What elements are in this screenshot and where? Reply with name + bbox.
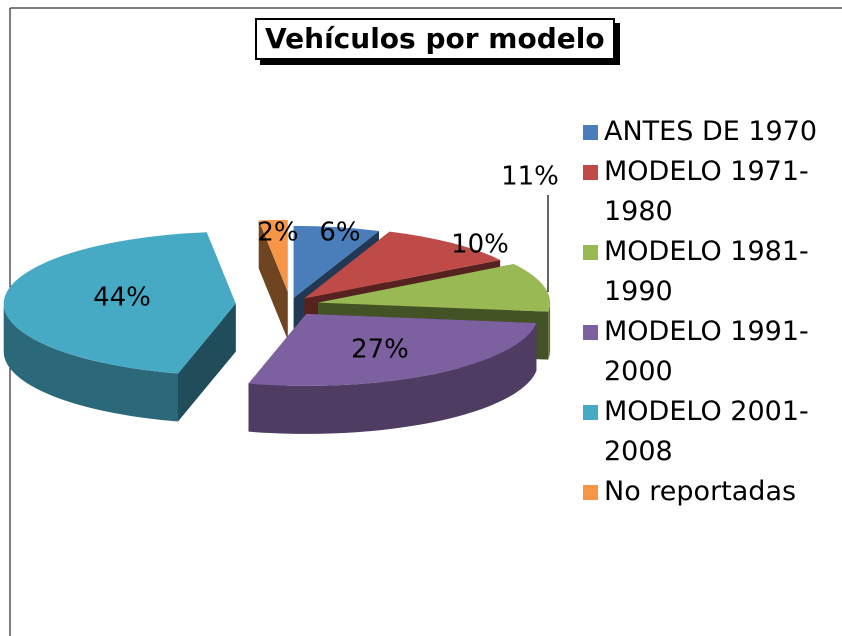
data-label: 44%	[93, 283, 151, 313]
legend-item: MODELO 1991-2000	[583, 312, 838, 392]
legend-label: No reportadas	[604, 476, 797, 507]
data-label: 27%	[351, 335, 409, 365]
slice	[248, 313, 537, 386]
data-label: 10%	[451, 230, 509, 260]
slice-wall	[178, 303, 236, 422]
slice	[293, 225, 380, 298]
data-label: 11%	[501, 162, 559, 192]
legend: ANTES DE 1970 MODELO 1971-1980 MODELO 1981…	[583, 112, 838, 512]
slice-side	[248, 322, 537, 434]
slice	[258, 219, 288, 292]
legend-swatch	[583, 245, 598, 260]
data-label: 2%	[257, 218, 298, 248]
legend-item: MODELO 2001-2008	[583, 392, 838, 472]
data-label: 6%	[319, 218, 360, 248]
slice-side	[548, 302, 551, 360]
legend-swatch	[583, 405, 598, 420]
legend-swatch	[583, 325, 598, 340]
legend-label: MODELO 1981-1990	[604, 236, 809, 307]
legend-item: MODELO 1981-1990	[583, 232, 838, 312]
legend-swatch	[583, 165, 598, 180]
slice-wall	[258, 220, 288, 340]
slice	[304, 231, 501, 299]
legend-label: MODELO 1971-1980	[604, 156, 809, 227]
legend-label: MODELO 1991-2000	[604, 316, 809, 387]
legend-label: ANTES DE 1970	[604, 116, 818, 147]
slice-side	[3, 303, 179, 422]
legend-item: No reportadas	[583, 472, 838, 512]
chart-title: Vehículos por modelo	[255, 18, 615, 60]
slice	[3, 232, 236, 374]
legend-item: ANTES DE 1970	[583, 112, 838, 152]
legend-swatch	[583, 125, 598, 140]
legend-item: MODELO 1971-1980	[583, 152, 838, 232]
legend-label: MODELO 2001-2008	[604, 396, 809, 467]
slice	[318, 264, 551, 312]
legend-swatch	[583, 485, 598, 500]
